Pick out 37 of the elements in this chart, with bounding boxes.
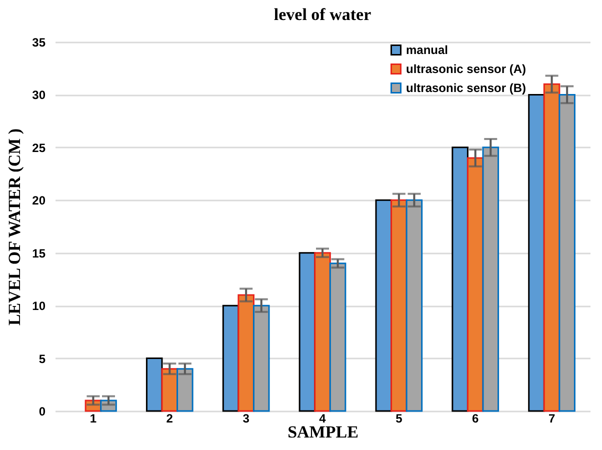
x-axis-title: SAMPLE	[288, 422, 358, 442]
bar	[176, 368, 194, 412]
y-tick-label: 5	[38, 352, 46, 366]
bar	[406, 199, 423, 412]
y-tick-label: 20	[32, 194, 46, 208]
y-tick-label: 10	[32, 299, 46, 314]
bar	[452, 146, 468, 412]
x-tick-label: 5	[396, 412, 403, 426]
bar	[314, 252, 331, 412]
bar	[543, 83, 560, 412]
bar	[390, 199, 408, 412]
y-tick-label: 30	[32, 88, 46, 102]
bar	[146, 358, 163, 412]
x-tick-label: 3	[242, 412, 250, 426]
bar	[252, 304, 270, 412]
x-tick-label: 6	[472, 412, 480, 426]
bar	[558, 94, 576, 412]
bar	[298, 252, 316, 412]
bar	[466, 157, 484, 412]
y-tick-label: 0	[38, 404, 46, 418]
bar	[222, 304, 240, 412]
legend-label: ultrasonic sensor (A)	[406, 62, 526, 76]
y-tick-label: 15	[32, 246, 46, 260]
bar	[528, 94, 545, 412]
legend-label: manual	[406, 43, 448, 57]
chart-title: level of water	[274, 5, 372, 24]
y-tick-label: 35	[32, 36, 46, 50]
x-tick-label: 4	[319, 412, 326, 426]
bar	[238, 294, 254, 412]
x-tick-label: 2	[166, 412, 174, 426]
y-axis-title: LEVEL OF WATER (CM )	[5, 128, 24, 326]
bar	[482, 146, 500, 412]
legend-label: ultrasonic sensor (B)	[406, 81, 526, 95]
bar	[329, 262, 346, 412]
x-tick-label: 1	[90, 412, 97, 426]
y-tick-label: 25	[32, 140, 46, 155]
x-tick-label: 7	[548, 412, 556, 426]
